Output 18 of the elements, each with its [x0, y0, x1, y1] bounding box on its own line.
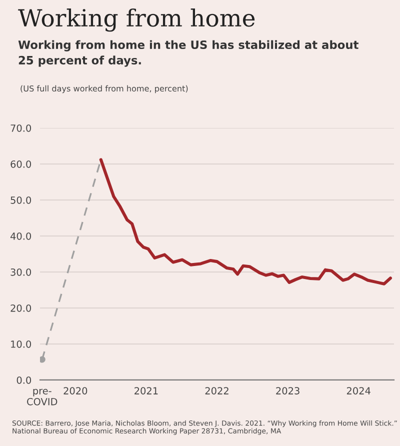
- x-tick-label: 2024: [346, 387, 370, 394]
- y-tick-label: 0.0: [16, 376, 32, 384]
- y-tick-label: 50.0: [10, 196, 32, 204]
- chart-subtitle: Working from home in the US has stabilized at about 25 percent of days.: [18, 40, 358, 67]
- x-tick-label: 2020: [64, 387, 88, 394]
- y-tick-label: 40.0: [10, 232, 32, 240]
- y-tick-label: 10.0: [11, 340, 32, 348]
- x-tick-label: 2021: [134, 387, 158, 394]
- x-tick-label: pre- COVID: [27, 388, 58, 406]
- line-series: [99, 158, 392, 286]
- y-tick-label: 20.0: [10, 304, 32, 312]
- x-tick-label: 2022: [205, 387, 228, 394]
- y-tick-label: 30.0: [10, 268, 32, 276]
- x-tick-label: 2023: [276, 387, 300, 394]
- chart-title: Working from home: [18, 8, 255, 32]
- y-axis-title: (US full days worked from home, percent): [20, 85, 188, 94]
- y-tick-label: 70.0: [10, 124, 32, 132]
- y-tick-label: 60.0: [10, 160, 32, 168]
